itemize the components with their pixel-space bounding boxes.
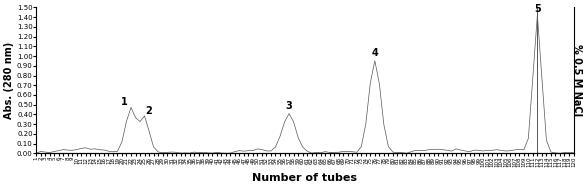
Text: 2: 2 — [146, 106, 152, 116]
Text: 5: 5 — [534, 4, 541, 14]
X-axis label: Number of tubes: Number of tubes — [253, 173, 357, 183]
Text: 1: 1 — [121, 97, 128, 107]
Y-axis label: % 0.5 M NaCl: % 0.5 M NaCl — [572, 44, 582, 117]
Y-axis label: Abs. (280 nm): Abs. (280 nm) — [4, 42, 14, 119]
Text: 3: 3 — [285, 102, 292, 111]
Text: 4: 4 — [372, 48, 378, 58]
